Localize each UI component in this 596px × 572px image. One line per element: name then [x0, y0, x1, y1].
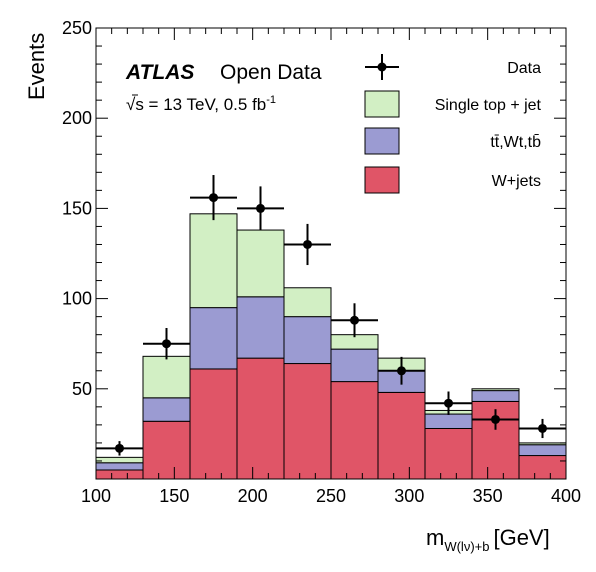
legend-entry-w-jets: W+jets — [364, 166, 541, 194]
bar-tt-wt-tb--5 — [330, 348, 379, 383]
bar-tt-wt-tb--4 — [283, 316, 332, 365]
energy-lumi-label: √s = 13 TeV, 0.5 fb-1 — [126, 94, 276, 114]
data-marker — [538, 423, 547, 433]
data-point — [237, 186, 284, 231]
bar-w-jets-5 — [330, 381, 379, 480]
x-tick-label: 400 — [551, 486, 581, 506]
legend-label: W+jets — [492, 173, 541, 190]
bar-single-top-jet-9 — [518, 442, 567, 446]
data-point — [284, 223, 331, 266]
legend-swatch — [364, 166, 400, 194]
y-tick-label: 100 — [62, 289, 92, 309]
bar-w-jets-9 — [518, 455, 567, 480]
bar-tt-wt-tb--8 — [471, 390, 520, 402]
data-marker — [491, 414, 500, 424]
legend-data-marker — [377, 62, 387, 72]
bar-single-top-jet-2 — [189, 213, 238, 309]
legend-entry-single-top-jet: Single top + jet — [364, 90, 542, 118]
legend-label: tt̄,Wt,tb̄ — [490, 134, 541, 151]
bar-tt-wt-tb--9 — [518, 444, 567, 457]
legend-entry-data: Data — [365, 54, 541, 80]
bar-tt-wt-tb--7 — [424, 413, 473, 429]
data-marker — [397, 366, 406, 376]
axis-ticks: 100 150 200 250 300 350 400 50 100 150 200 250 — [62, 18, 581, 506]
x-tick-label: 250 — [316, 486, 346, 506]
data-point — [190, 175, 237, 221]
x-axis-label: mW(lν)+b [GeV] — [426, 525, 550, 554]
bar-single-top-jet-3 — [236, 229, 285, 298]
bar-w-jets-1 — [142, 420, 191, 480]
y-axis-label: Events — [24, 33, 49, 100]
bar-single-top-jet-4 — [283, 287, 332, 318]
atlas-label: ATLAS Open Data √s = 13 TeV, 0.5 fb-1 — [125, 61, 322, 114]
stacked-bars — [95, 213, 567, 480]
bar-w-jets-0 — [95, 469, 144, 480]
legend-swatch — [364, 90, 400, 118]
data-point — [378, 356, 425, 385]
data-point — [331, 303, 378, 338]
x-tick-label: 200 — [238, 486, 268, 506]
bar-w-jets-4 — [283, 363, 332, 480]
bar-w-jets-6 — [377, 391, 426, 480]
bar-single-top-jet-1 — [142, 355, 191, 399]
bar-w-jets-3 — [236, 357, 285, 480]
data-marker — [350, 315, 359, 325]
legend: Data Single top + jet tt̄,Wt,tb̄ W+jets — [364, 54, 542, 194]
legend-label: Single top + jet — [435, 97, 542, 114]
legend-entry-tt-wt-tb-: tt̄,Wt,tb̄ — [364, 127, 541, 155]
bar-single-top-jet-0 — [95, 456, 144, 464]
bar-w-jets-2 — [189, 368, 238, 480]
x-tick-label: 150 — [159, 486, 189, 506]
bar-tt-wt-tb--3 — [236, 296, 285, 359]
data-point — [425, 391, 472, 415]
legend-swatch — [364, 127, 400, 155]
data-points — [96, 175, 566, 456]
data-point — [143, 328, 190, 360]
bar-tt-wt-tb--0 — [95, 462, 144, 471]
data-point — [472, 409, 519, 430]
bar-single-top-jet-8 — [471, 388, 520, 392]
y-tick-label: 150 — [62, 198, 92, 218]
legend-label-data: Data — [507, 60, 541, 77]
data-marker — [303, 239, 312, 249]
open-data-label: Open Data — [220, 61, 322, 84]
data-marker — [115, 443, 124, 453]
y-tick-label: 200 — [62, 108, 92, 128]
y-tick-label: 250 — [62, 18, 92, 38]
data-marker — [256, 203, 265, 213]
data-point — [519, 418, 566, 439]
x-tick-label: 100 — [81, 486, 111, 506]
data-point — [96, 441, 143, 456]
data-marker — [162, 339, 171, 349]
y-tick-label: 50 — [72, 379, 92, 399]
bar-tt-wt-tb--2 — [189, 307, 238, 370]
bar-tt-wt-tb--1 — [142, 397, 191, 422]
bar-w-jets-7 — [424, 427, 473, 480]
data-marker — [209, 193, 218, 203]
x-tick-label: 350 — [473, 486, 503, 506]
x-tick-label: 300 — [394, 486, 424, 506]
data-marker — [444, 398, 453, 408]
atlas-experiment-label: ATLAS — [125, 61, 194, 84]
